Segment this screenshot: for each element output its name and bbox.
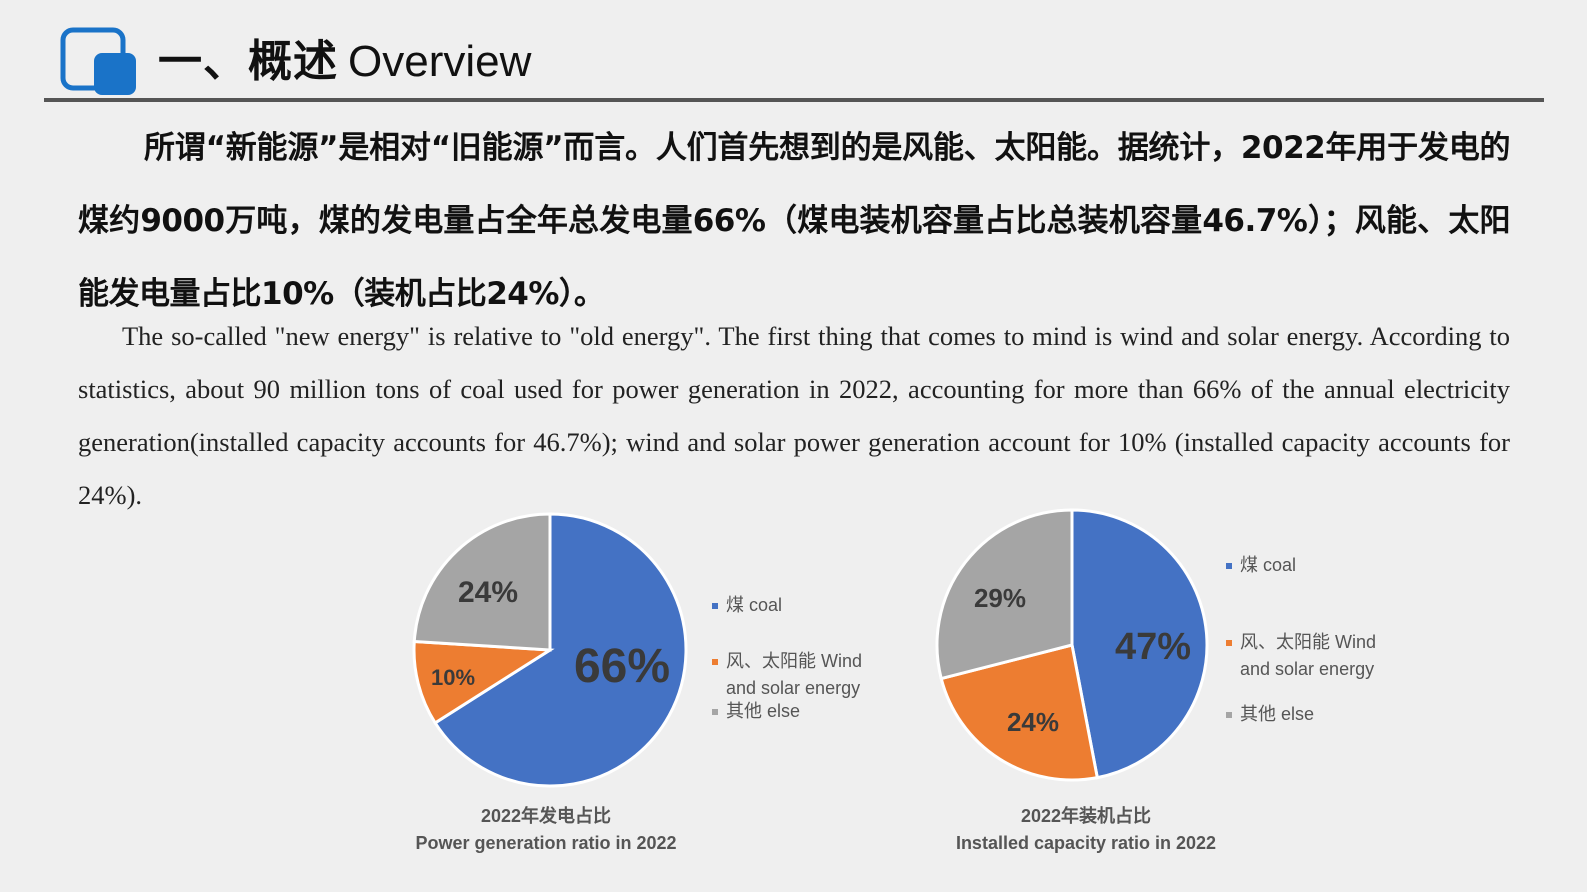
chart-caption-power-generation: 2022年发电占比 Power generation ratio in 2022 bbox=[370, 803, 722, 857]
paragraph-en: The so-called "new energy" is relative t… bbox=[78, 321, 1510, 510]
pie-slice-else bbox=[935, 508, 1074, 681]
legend-item-else: 其他 else bbox=[1226, 701, 1416, 728]
pie-label-else: 29% bbox=[974, 583, 1026, 613]
pie-slice-coal bbox=[1070, 508, 1209, 780]
copy-squares-icon bbox=[60, 27, 136, 95]
chart-title: 2022年发电占比 bbox=[480, 806, 612, 826]
pie-label-wind-solar: 10% bbox=[431, 665, 475, 690]
pie-slice-wind-solar bbox=[412, 639, 555, 725]
paragraph-zh: 所谓“新能源”是相对“旧能源”而言。人们首先想到的是风能、太阳能。据统计，202… bbox=[78, 130, 1511, 312]
pie-label-else: 24% bbox=[458, 576, 518, 609]
pie-slice-wind-solar bbox=[939, 643, 1100, 782]
legend-power-generation: 煤 coal 风、太阳能 Wind and solar energy 其他 el… bbox=[712, 592, 892, 725]
page-title: 一、概述 Overview bbox=[158, 32, 531, 92]
legend-swatch-coal bbox=[712, 603, 718, 609]
chart-caption-installed-capacity: 2022年装机占比 Installed capacity ratio in 20… bbox=[910, 803, 1262, 857]
pie-chart-installed-capacity: 47% 24% 29% bbox=[935, 508, 1209, 782]
legend-swatch-else bbox=[712, 709, 718, 715]
pie-slice-else bbox=[412, 512, 552, 652]
pie-label-wind-solar: 24% bbox=[1007, 707, 1059, 737]
legend-swatch-wind-solar bbox=[712, 659, 718, 665]
legend-item-coal: 煤 coal bbox=[1226, 552, 1416, 579]
pie-chart-power-generation: 66% 10% 24% bbox=[412, 512, 688, 788]
page-title-zh: 一、概述 bbox=[158, 36, 338, 87]
title-divider bbox=[44, 98, 1544, 102]
legend-item-else: 其他 else bbox=[712, 698, 892, 725]
pie-slice-coal bbox=[433, 512, 688, 788]
chart-subtitle: Installed capacity ratio in 2022 bbox=[955, 833, 1217, 853]
pie-label-coal: 47% bbox=[1115, 626, 1191, 668]
pie-label-coal: 66% bbox=[574, 640, 670, 693]
legend-item-wind-solar: 风、太阳能 Wind and solar energy bbox=[712, 648, 892, 702]
chart-subtitle: Power generation ratio in 2022 bbox=[415, 833, 677, 853]
legend-swatch-wind-solar bbox=[1226, 640, 1232, 646]
legend-item-wind-solar: 风、太阳能 Wind and solar energy bbox=[1226, 629, 1416, 683]
legend-installed-capacity: 煤 coal 风、太阳能 Wind and solar energy 其他 el… bbox=[1226, 552, 1416, 728]
legend-swatch-else bbox=[1226, 712, 1232, 718]
page-title-en: Overview bbox=[348, 37, 532, 86]
legend-swatch-coal bbox=[1226, 563, 1232, 569]
legend-item-coal: 煤 coal bbox=[712, 592, 892, 619]
chart-title: 2022年装机占比 bbox=[1020, 806, 1152, 826]
